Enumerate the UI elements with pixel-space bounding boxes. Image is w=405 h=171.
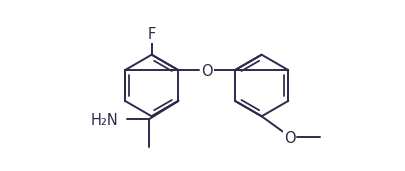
Text: F: F bbox=[147, 27, 156, 42]
Text: O: O bbox=[200, 64, 212, 79]
Text: O: O bbox=[283, 131, 294, 146]
Text: H₂N: H₂N bbox=[90, 113, 118, 128]
